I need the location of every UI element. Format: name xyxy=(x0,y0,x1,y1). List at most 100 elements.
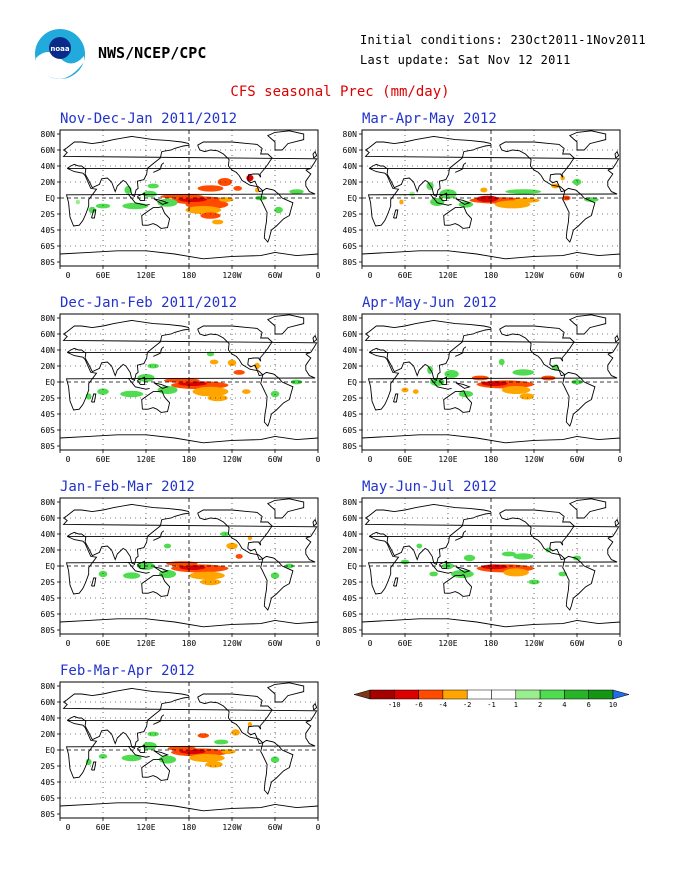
coastline xyxy=(137,376,146,385)
coastline xyxy=(614,334,620,343)
anomaly-region xyxy=(233,186,243,191)
coastline xyxy=(443,206,473,229)
lat-tick-label: 40N xyxy=(343,346,358,355)
lon-tick-label: 60W xyxy=(570,455,585,464)
anomaly-region xyxy=(513,553,534,560)
anomaly-region xyxy=(242,389,251,394)
lat-tick-label: 40S xyxy=(41,410,56,419)
map-panel: 80N 60N 40N 20N EQ 20S 40S 60S 80S 0 60E 120E 180 120… xyxy=(343,129,623,280)
lon-tick-label: 60E xyxy=(398,271,413,280)
anomaly-region xyxy=(185,206,222,214)
legend-label: -4 xyxy=(439,701,447,709)
anomaly-region xyxy=(409,191,416,197)
lon-tick-label: 120W xyxy=(524,271,543,280)
anomaly-region xyxy=(463,554,476,562)
lon-tick-label: 120W xyxy=(524,455,543,464)
coastline xyxy=(499,325,575,377)
anomaly-region xyxy=(214,739,229,745)
lon-tick-label: 60W xyxy=(268,455,283,464)
map-panel: 80N 60N 40N 20N EQ 20S 40S 60S 80S 0 60E 120E 180 120… xyxy=(343,313,623,464)
anomaly-region xyxy=(179,565,206,570)
anomaly-region xyxy=(120,390,144,398)
lat-tick-label: 20S xyxy=(343,210,358,219)
anomaly-region xyxy=(430,198,445,206)
lat-tick-label: 20N xyxy=(41,546,56,555)
coastline xyxy=(84,696,190,750)
anomaly-region xyxy=(290,379,303,385)
lat-tick-label: 40N xyxy=(41,162,56,171)
lon-tick-label: 180 xyxy=(484,455,499,464)
anomaly-region xyxy=(226,542,238,550)
lat-tick-label: EQ xyxy=(347,378,357,387)
coastline xyxy=(153,162,165,173)
coastline xyxy=(364,135,620,169)
anomaly-region xyxy=(270,756,280,763)
map-panel: 80N 60N 40N 20N EQ 20S 40S 60S 80S 0 60E 120E 180 120… xyxy=(343,497,623,648)
coastline xyxy=(455,530,467,541)
lat-tick-label: 20N xyxy=(41,178,56,187)
panel-title: Jan-Feb-Mar 2012 xyxy=(60,479,195,495)
coastline xyxy=(153,530,165,541)
coastline xyxy=(84,144,190,198)
anomaly-region xyxy=(481,381,508,386)
lon-tick-label: 120E xyxy=(136,639,155,648)
anomaly-region xyxy=(205,761,223,768)
lat-tick-label: 60N xyxy=(41,330,56,339)
coastline xyxy=(197,325,273,377)
legend-swatch xyxy=(612,689,630,700)
coastline xyxy=(66,163,87,175)
coastline xyxy=(127,193,150,206)
lat-tick-label: 60S xyxy=(41,610,56,619)
coastline xyxy=(393,393,399,403)
lat-tick-label: 80S xyxy=(41,810,56,819)
anomaly-region xyxy=(444,370,459,378)
coastline xyxy=(455,162,467,173)
coastline xyxy=(368,347,389,359)
anomaly-region xyxy=(458,390,474,398)
coastline xyxy=(153,382,169,389)
coastline xyxy=(260,187,294,243)
lon-tick-label: 180 xyxy=(484,639,499,648)
coastline xyxy=(429,377,452,390)
coastline xyxy=(312,702,318,711)
lat-tick-label: 60S xyxy=(41,242,56,251)
coastline xyxy=(91,209,97,219)
anomaly-region xyxy=(209,359,219,365)
coastline xyxy=(455,198,471,205)
lon-tick-label: 120W xyxy=(222,639,241,648)
coastline xyxy=(137,744,146,753)
coastline xyxy=(65,719,316,779)
anomaly-region xyxy=(501,551,517,557)
lat-tick-label: 20S xyxy=(41,394,56,403)
legend-label: 4 xyxy=(562,701,566,709)
coastline xyxy=(153,566,169,573)
lon-tick-label: 60W xyxy=(268,823,283,832)
coastline xyxy=(455,346,467,357)
coastline xyxy=(614,150,620,159)
legend-label: 1 xyxy=(514,701,518,709)
anomaly-region xyxy=(233,370,245,375)
map-panel: 80N 60N 40N 20N EQ 20S 40S 60S 80S 0 60E 120E 180 120… xyxy=(41,681,321,832)
anomaly-region xyxy=(528,579,540,585)
lon-tick-label: 0 xyxy=(618,271,623,280)
coastline xyxy=(499,141,575,193)
anomaly-region xyxy=(498,358,505,366)
lat-tick-label: EQ xyxy=(347,194,357,203)
lat-tick-label: 20S xyxy=(41,578,56,587)
coastline xyxy=(260,555,294,611)
anomaly-region xyxy=(503,568,529,577)
coastline xyxy=(66,531,87,543)
lat-tick-label: 60N xyxy=(41,698,56,707)
coastline xyxy=(455,566,471,573)
lat-tick-label: 60S xyxy=(41,794,56,803)
anomaly-region xyxy=(189,571,225,580)
anomaly-region xyxy=(75,199,81,205)
anomaly-region xyxy=(211,219,224,225)
coastline xyxy=(368,531,389,543)
panel-title: May-Jun-Jul 2012 xyxy=(362,479,497,495)
lat-tick-label: 20S xyxy=(343,578,358,587)
anomaly-region xyxy=(400,559,410,565)
coastline xyxy=(393,577,399,587)
coastline xyxy=(439,376,448,385)
anomaly-region xyxy=(85,758,92,766)
